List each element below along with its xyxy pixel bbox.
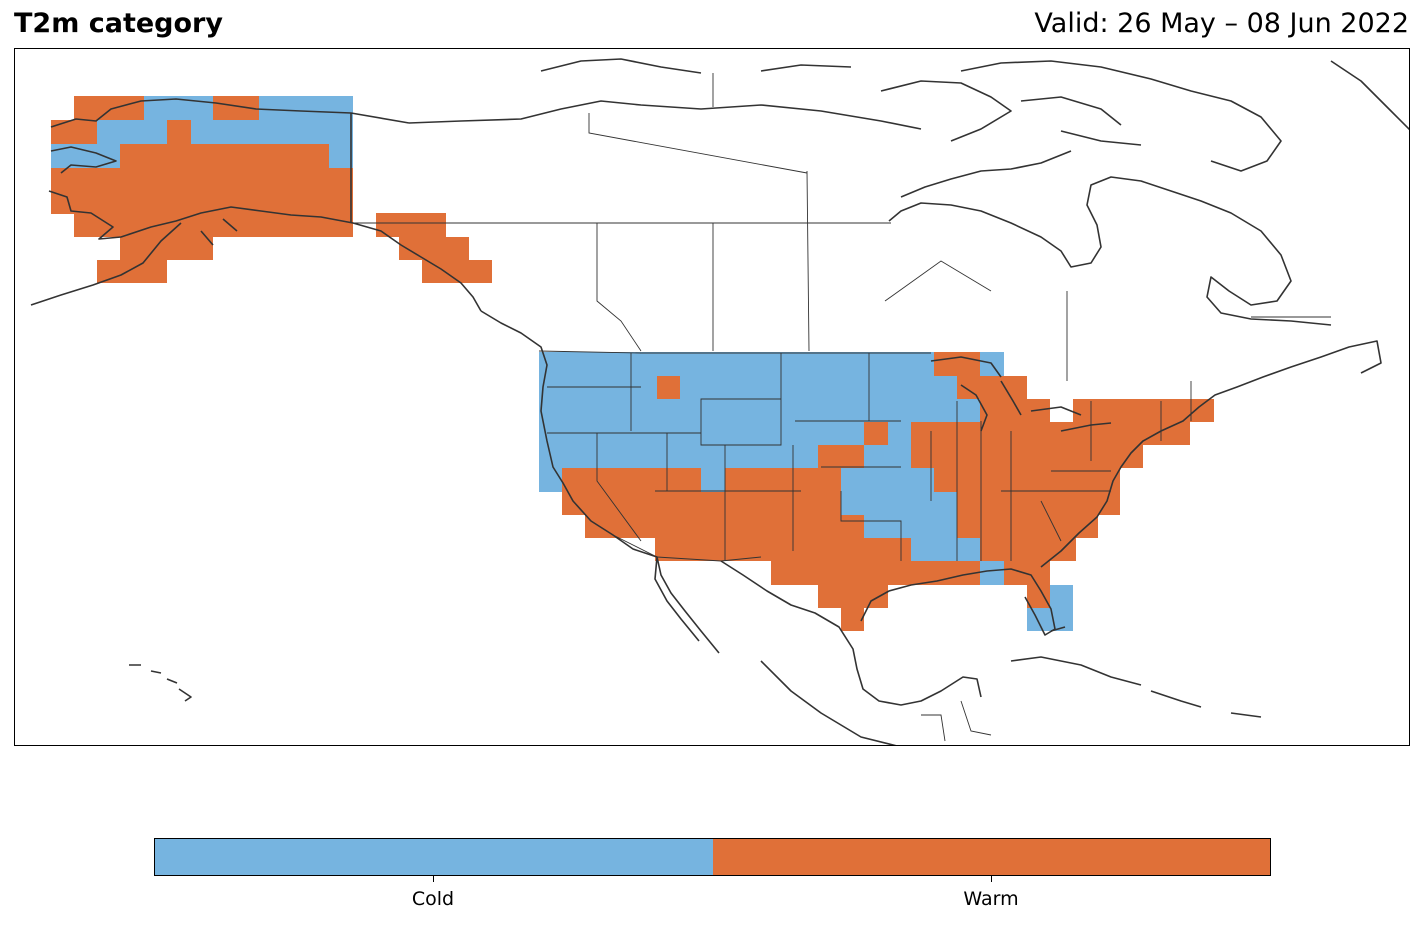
cold-cell <box>539 352 934 376</box>
cold-cell <box>864 515 957 538</box>
cold-cells <box>51 96 1073 631</box>
mexico-border <box>612 534 992 742</box>
cold-cell <box>97 120 167 144</box>
cold-cell <box>539 422 864 445</box>
colorbar-label-warm: Warm <box>963 888 1019 910</box>
cold-cell <box>51 144 120 168</box>
warm-cell <box>562 468 701 492</box>
arctic-islands <box>540 58 1409 172</box>
warm-cell <box>957 376 1027 399</box>
warm-cell <box>934 468 1120 492</box>
warm-cell <box>51 120 97 144</box>
warm-cell <box>585 515 864 538</box>
colorbar <box>154 838 1271 876</box>
colorbar-tick-warm <box>991 876 992 882</box>
alaska-coast <box>30 98 482 312</box>
cold-cell <box>1050 585 1073 608</box>
cold-cell <box>864 445 911 468</box>
warm-cell <box>1073 399 1214 422</box>
gulf-coast <box>720 560 1056 745</box>
warm-cell <box>957 492 1120 515</box>
coastlines <box>30 58 1409 745</box>
warm-cells <box>51 96 1214 631</box>
cold-cell <box>911 538 980 561</box>
cold-cell <box>980 561 1004 585</box>
warm-cell <box>934 352 980 376</box>
canada-provinces <box>588 73 1331 381</box>
pacific-coast <box>480 310 720 654</box>
warm-cell <box>51 167 353 191</box>
warm-cell <box>51 190 353 214</box>
canada-coast <box>408 100 1332 326</box>
warm-cell <box>655 538 911 561</box>
warm-cell <box>167 120 191 144</box>
map-title: T2m category <box>14 8 223 39</box>
cold-cell <box>539 399 980 422</box>
caribbean <box>1010 626 1262 718</box>
colorbar-cold-segment <box>155 839 713 875</box>
warm-cell <box>771 561 980 585</box>
colorbar-tick-cold <box>433 876 434 882</box>
borders <box>353 73 1331 742</box>
warm-cell <box>562 492 841 515</box>
hawaii <box>129 664 192 702</box>
atlantic-coast <box>1040 340 1382 568</box>
cold-cell <box>259 96 353 120</box>
cold-cell <box>539 376 657 399</box>
warm-cell <box>422 260 492 283</box>
cold-cell <box>841 468 934 492</box>
map-canvas <box>30 58 1409 745</box>
cold-cell <box>841 492 957 515</box>
warm-cell <box>864 422 888 445</box>
cold-cell <box>329 144 353 168</box>
warm-cell <box>911 445 1143 468</box>
cold-cell <box>191 120 353 144</box>
valid-date-range: Valid: 26 May – 08 Jun 2022 <box>1034 8 1409 39</box>
cold-cell <box>888 422 911 445</box>
warm-cell <box>725 468 795 492</box>
us-states <box>547 353 1192 561</box>
warm-cell <box>841 608 864 631</box>
warm-cell <box>399 237 469 260</box>
cold-cell <box>539 445 818 468</box>
us-canada-border <box>353 222 931 354</box>
cold-cell <box>701 468 725 492</box>
warm-cell <box>120 237 213 260</box>
warm-cell <box>795 468 841 492</box>
cold-cell <box>539 468 562 492</box>
warm-cell <box>1027 585 1050 608</box>
warm-cell <box>980 538 1076 561</box>
warm-cell <box>376 213 446 237</box>
cold-cell <box>680 376 957 399</box>
cold-cell <box>1027 608 1073 631</box>
warm-cell <box>980 399 1050 422</box>
colorbar-label-cold: Cold <box>411 888 455 910</box>
warm-cell <box>74 96 144 120</box>
warm-cell <box>74 213 353 237</box>
colorbar-warm-segment <box>712 839 1270 875</box>
warm-cell <box>911 422 1190 445</box>
warm-cell <box>957 515 1098 538</box>
warm-cell <box>657 376 680 399</box>
warm-cell <box>120 144 329 168</box>
great-lakes <box>930 356 1112 432</box>
map-panel <box>14 48 1410 746</box>
warm-cell <box>818 445 864 468</box>
